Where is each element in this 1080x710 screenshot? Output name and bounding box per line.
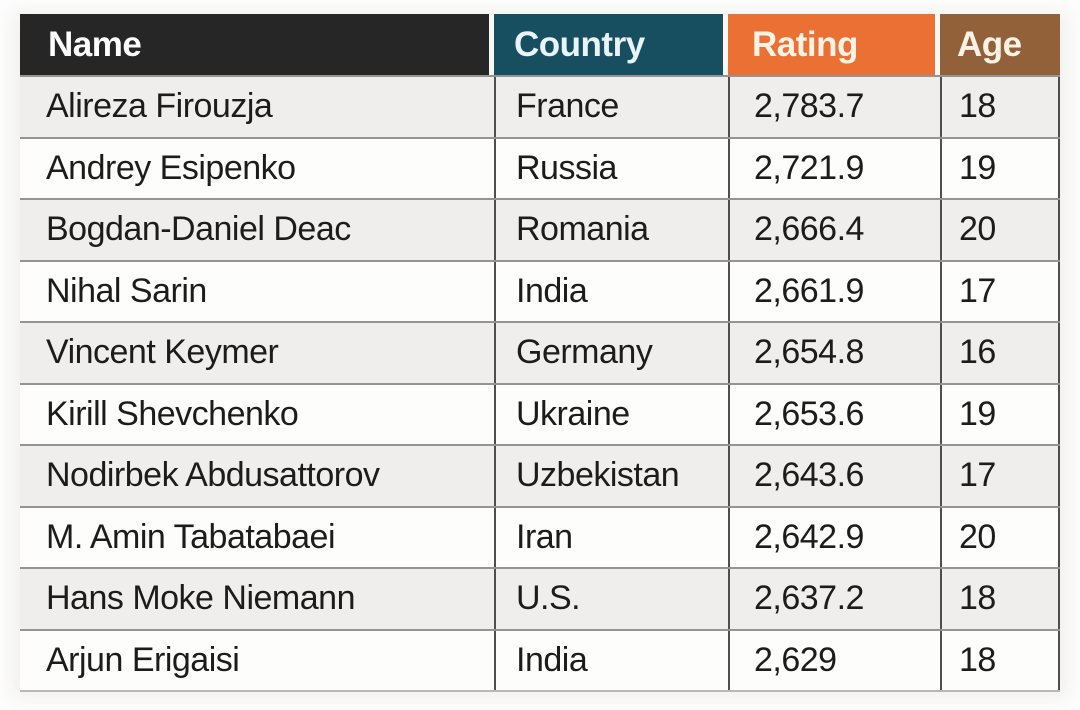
cell-name: M. Amin Tabatabaei	[46, 517, 336, 556]
cell-name: Arjun Erigaisi	[46, 640, 240, 679]
cell-name: Nodirbek Abdusattorov	[46, 456, 380, 495]
cell-country: Iran	[494, 507, 728, 567]
cell-rating: 2,654.8	[728, 323, 940, 383]
cell-age: 20	[940, 200, 1060, 260]
cell-age: 19	[940, 138, 1060, 198]
table-row: M. Amin Tabatabaei Iran 2,642.9 20	[20, 505, 1060, 567]
cell-rating: 2,783.7	[728, 77, 940, 137]
cell-age: 19	[940, 384, 1060, 444]
cell-rating: 2,666.4	[728, 200, 940, 260]
cell-rating: 2,721.9	[728, 138, 940, 198]
table-header-row: Name Country Rating Age	[20, 14, 1060, 75]
table-row: Andrey Esipenko Russia 2,721.9 19	[20, 136, 1060, 198]
cell-rating: 2,643.6	[728, 446, 940, 506]
cell-age: 17	[940, 261, 1060, 321]
table-row: Arjun Erigaisi India 2,629 18	[20, 628, 1060, 690]
cell-name: Kirill Shevchenko	[46, 394, 299, 433]
cell-name: Vincent Keymer	[46, 333, 279, 372]
cell-rating: 2,642.9	[728, 507, 940, 567]
table-row: Bogdan-Daniel Deac Romania 2,666.4 20	[20, 198, 1060, 260]
cell-country: Ukraine	[494, 384, 728, 444]
cell-name: Nihal Sarin	[46, 271, 207, 310]
cell-age: 18	[940, 77, 1060, 137]
cell-country: France	[494, 77, 728, 137]
cell-country: U.S.	[494, 569, 728, 629]
cell-country: Uzbekistan	[494, 446, 728, 506]
cell-rating: 2,661.9	[728, 261, 940, 321]
cell-country: Germany	[494, 323, 728, 383]
cell-age: 18	[940, 630, 1060, 690]
cell-name: Bogdan-Daniel Deac	[46, 210, 351, 249]
table-row: Nodirbek Abdusattorov Uzbekistan 2,643.6 17	[20, 444, 1060, 506]
cell-name: Andrey Esipenko	[46, 148, 296, 187]
cell-age: 17	[940, 446, 1060, 506]
column-header-name: Name	[20, 14, 494, 75]
cell-age: 20	[940, 507, 1060, 567]
table-row: Nihal Sarin India 2,661.9 17	[20, 259, 1060, 321]
cell-age: 18	[940, 569, 1060, 629]
table-body: Alireza Firouzja France 2,783.7 18 Andrey Es…	[20, 75, 1060, 692]
cell-name: Hans Moke Niemann	[46, 579, 355, 618]
cell-country: India	[494, 630, 728, 690]
table-row: Hans Moke Niemann U.S. 2,637.2 18	[20, 567, 1060, 629]
cell-country: India	[494, 261, 728, 321]
cell-age: 16	[940, 323, 1060, 383]
cell-country: Romania	[494, 200, 728, 260]
table-row: Alireza Firouzja France 2,783.7 18	[20, 75, 1060, 137]
cell-rating: 2,653.6	[728, 384, 940, 444]
junior-chess-ratings-table: Name Country Rating Age Alireza Firouzja…	[20, 14, 1060, 692]
table-row: Kirill Shevchenko Ukraine 2,653.6 19	[20, 382, 1060, 444]
column-header-age: Age	[940, 14, 1060, 75]
cell-name: Alireza Firouzja	[46, 87, 273, 126]
column-header-country: Country	[494, 14, 728, 75]
cell-rating: 2,629	[728, 630, 940, 690]
column-header-rating: Rating	[728, 14, 940, 75]
cell-rating: 2,637.2	[728, 569, 940, 629]
table-row: Vincent Keymer Germany 2,654.8 16	[20, 321, 1060, 383]
cell-country: Russia	[494, 138, 728, 198]
